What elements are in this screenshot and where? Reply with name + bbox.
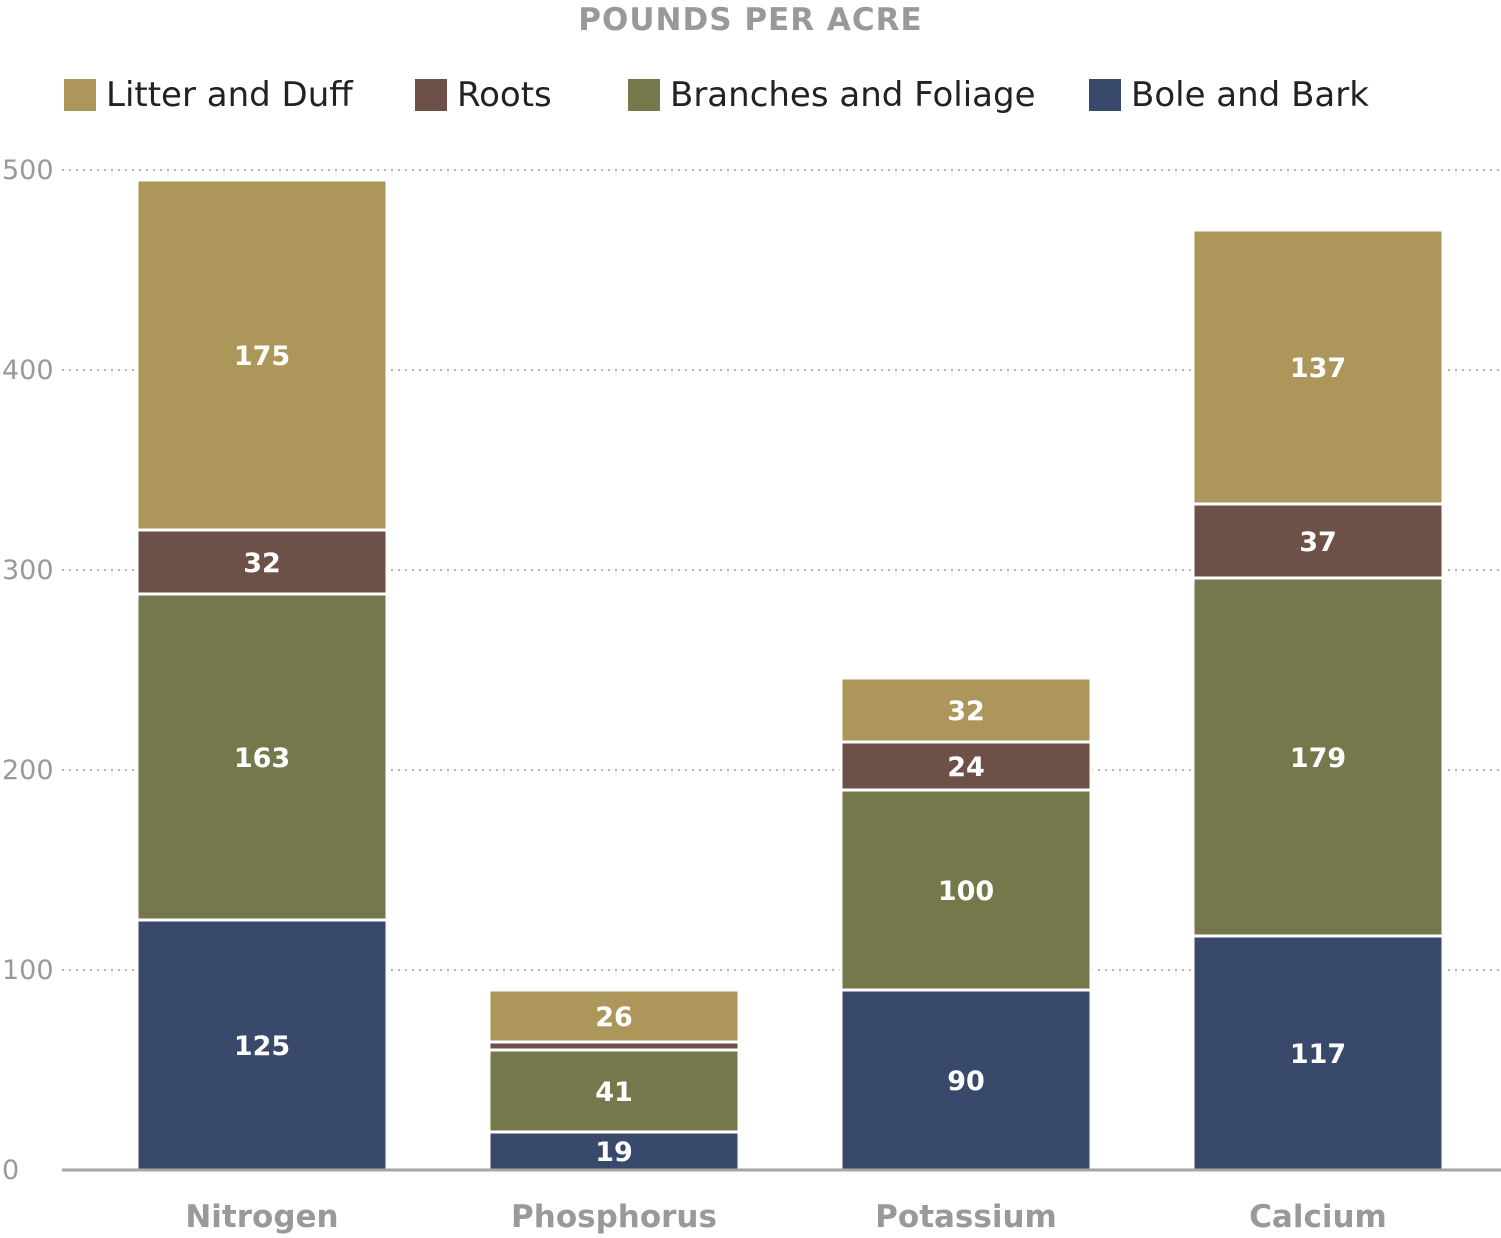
data-label: 179 <box>1290 743 1346 774</box>
bar-segment <box>487 1130 741 1172</box>
x-tick-label: Nitrogen <box>185 1199 338 1235</box>
legend-item-litter-and-duff: Litter and Duff <box>64 70 353 120</box>
data-label: 100 <box>938 876 994 907</box>
legend-swatch <box>64 79 96 111</box>
y-tick-label: 500 <box>2 155 54 186</box>
y-tick-label: 100 <box>2 955 54 986</box>
bar-segment <box>1191 576 1445 938</box>
bar-segment <box>487 988 741 1044</box>
data-label: 24 <box>947 752 985 783</box>
y-tick-label: 300 <box>2 555 54 586</box>
bar-segment <box>839 676 1093 744</box>
legend-item-bole-and-bark: Bole and Bark <box>1089 70 1369 120</box>
chart-title: POUNDS PER ACRE <box>578 2 923 38</box>
legend-swatch <box>628 79 660 111</box>
data-label: 37 <box>1299 527 1337 558</box>
data-label: 32 <box>947 696 985 727</box>
legend-swatch <box>415 79 447 111</box>
data-label: 41 <box>595 1077 633 1108</box>
bar-segment <box>1191 502 1445 580</box>
bar-segment <box>1191 228 1445 506</box>
bar-segment <box>135 178 389 532</box>
data-label: 26 <box>595 1002 633 1033</box>
bar-segment <box>135 528 389 596</box>
data-label: 125 <box>234 1031 290 1062</box>
bar-segment <box>839 788 1093 992</box>
bar-segment <box>839 988 1093 1172</box>
bar-segment <box>135 592 389 922</box>
legend-swatch <box>1089 79 1121 111</box>
x-tick-label: Potassium <box>875 1199 1057 1235</box>
legend-item-roots: Roots <box>415 70 552 120</box>
legend-label: Litter and Duff <box>106 75 353 115</box>
x-tick-label: Phosphorus <box>511 1199 717 1235</box>
bar-segment <box>487 1048 741 1134</box>
y-tick-label: 0 <box>2 1155 19 1186</box>
legend-item-branches-and-foliage: Branches and Foliage <box>628 70 1036 120</box>
data-label: 19 <box>595 1137 633 1168</box>
data-label: 32 <box>243 548 281 579</box>
data-label: 137 <box>1290 353 1346 384</box>
y-tick-label: 400 <box>2 355 54 386</box>
bar-segment <box>1191 934 1445 1172</box>
y-tick-label: 200 <box>2 755 54 786</box>
data-label: 175 <box>234 341 290 372</box>
legend-label: Bole and Bark <box>1131 75 1369 115</box>
data-label: 90 <box>947 1066 985 1097</box>
bar-segment <box>135 918 389 1172</box>
bar-segment <box>839 740 1093 792</box>
chart-legend: Litter and Duff Roots Branches and Folia… <box>0 70 1501 120</box>
legend-label: Roots <box>457 75 552 115</box>
data-label: 117 <box>1290 1039 1346 1070</box>
data-label: 163 <box>234 743 290 774</box>
legend-label: Branches and Foliage <box>670 75 1036 115</box>
x-tick-label: Calcium <box>1249 1199 1387 1235</box>
